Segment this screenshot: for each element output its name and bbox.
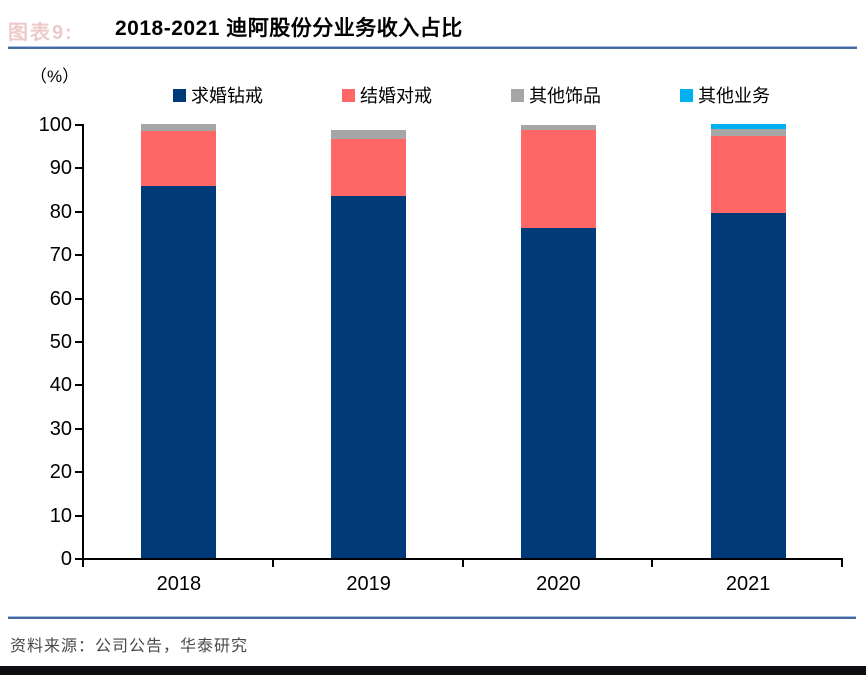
y-axis-unit-label: （%） [30, 67, 80, 86]
y-axis-line [82, 124, 84, 560]
legend-label: 其他业务 [698, 86, 770, 106]
figure-label: 图表9: [8, 22, 74, 44]
y-tick-mark [75, 210, 82, 213]
chart-legend: 求婚钻戒 结婚对戒 其他饰品 其他业务 [173, 82, 770, 108]
bar-segment-2021-求婚钻戒 [710, 213, 786, 558]
source-note: 资料来源：公司公告，华泰研究 [10, 638, 249, 655]
y-tick-mark [75, 124, 82, 126]
legend-item-其他饰品: 其他饰品 [511, 82, 601, 108]
legend-swatch-icon [680, 88, 693, 102]
x-tick-label-2020: 2020 [536, 573, 581, 595]
y-tick-label-50: 50 [49, 331, 72, 353]
bar-segment-2018-结婚对戒 [141, 130, 217, 187]
legend-item-结婚对戒: 结婚对戒 [342, 82, 432, 108]
legend-swatch-icon [511, 88, 524, 102]
y-tick-label-60: 60 [49, 287, 72, 310]
y-tick-label-20: 20 [49, 461, 72, 484]
y-tick-label-100: 100 [38, 114, 72, 136]
bar-segment-2018-其他饰品 [141, 124, 217, 131]
bar-segment-2020-求婚钻戒 [520, 227, 596, 558]
y-tick-mark [75, 254, 82, 257]
y-tick-mark [75, 341, 82, 343]
legend-label: 结婚对戒 [360, 86, 432, 106]
legend-swatch-icon [173, 88, 186, 102]
bar-segment-2021-结婚对戒 [710, 136, 786, 214]
y-tick-label-10: 10 [49, 504, 72, 527]
legend-label: 其他饰品 [529, 86, 601, 106]
bar-segment-2021-其他业务 [710, 124, 786, 129]
x-tick-label-2021: 2021 [725, 573, 771, 595]
footer-band [0, 666, 866, 675]
y-tick-label-90: 90 [49, 157, 72, 180]
bar-segment-2021-其他饰品 [710, 128, 786, 137]
legend-swatch-icon [342, 88, 355, 102]
bar-segment-2020-其他饰品 [520, 125, 596, 130]
bar-segment-2019-结婚对戒 [331, 138, 407, 197]
y-tick-mark [75, 471, 82, 474]
x-tick-mark [82, 558, 84, 567]
legend-label: 求婚钻戒 [191, 86, 263, 106]
x-tick-mark [651, 558, 654, 567]
legend-item-其他业务: 其他业务 [680, 82, 770, 108]
x-tick-mark [841, 558, 843, 567]
y-tick-mark [75, 558, 82, 560]
source-divider [8, 616, 856, 619]
y-tick-mark [75, 384, 82, 387]
y-tick-label-40: 40 [49, 374, 72, 397]
y-tick-label-80: 80 [49, 200, 72, 223]
x-tick-label-2018: 2018 [156, 573, 202, 595]
title-divider [8, 46, 857, 49]
y-tick-mark [75, 167, 82, 170]
x-tick-label-2019: 2019 [346, 573, 391, 595]
y-tick-mark [75, 514, 82, 517]
y-tick-label-70: 70 [49, 244, 72, 267]
x-tick-mark [271, 558, 274, 567]
bar-segment-2019-求婚钻戒 [331, 196, 407, 558]
bar-segment-2020-结婚对戒 [520, 129, 596, 228]
y-tick-mark [75, 297, 82, 300]
y-tick-label-0: 0 [60, 548, 72, 570]
y-tick-mark [75, 427, 82, 430]
legend-item-求婚钻戒: 求婚钻戒 [173, 82, 263, 108]
chart-title: 2018-2021 迪阿股份分业务收入占比 [115, 17, 463, 40]
bar-segment-2018-求婚钻戒 [141, 186, 217, 558]
y-tick-label-30: 30 [49, 417, 72, 440]
x-tick-mark [461, 558, 464, 567]
bar-segment-2019-其他饰品 [331, 130, 407, 139]
